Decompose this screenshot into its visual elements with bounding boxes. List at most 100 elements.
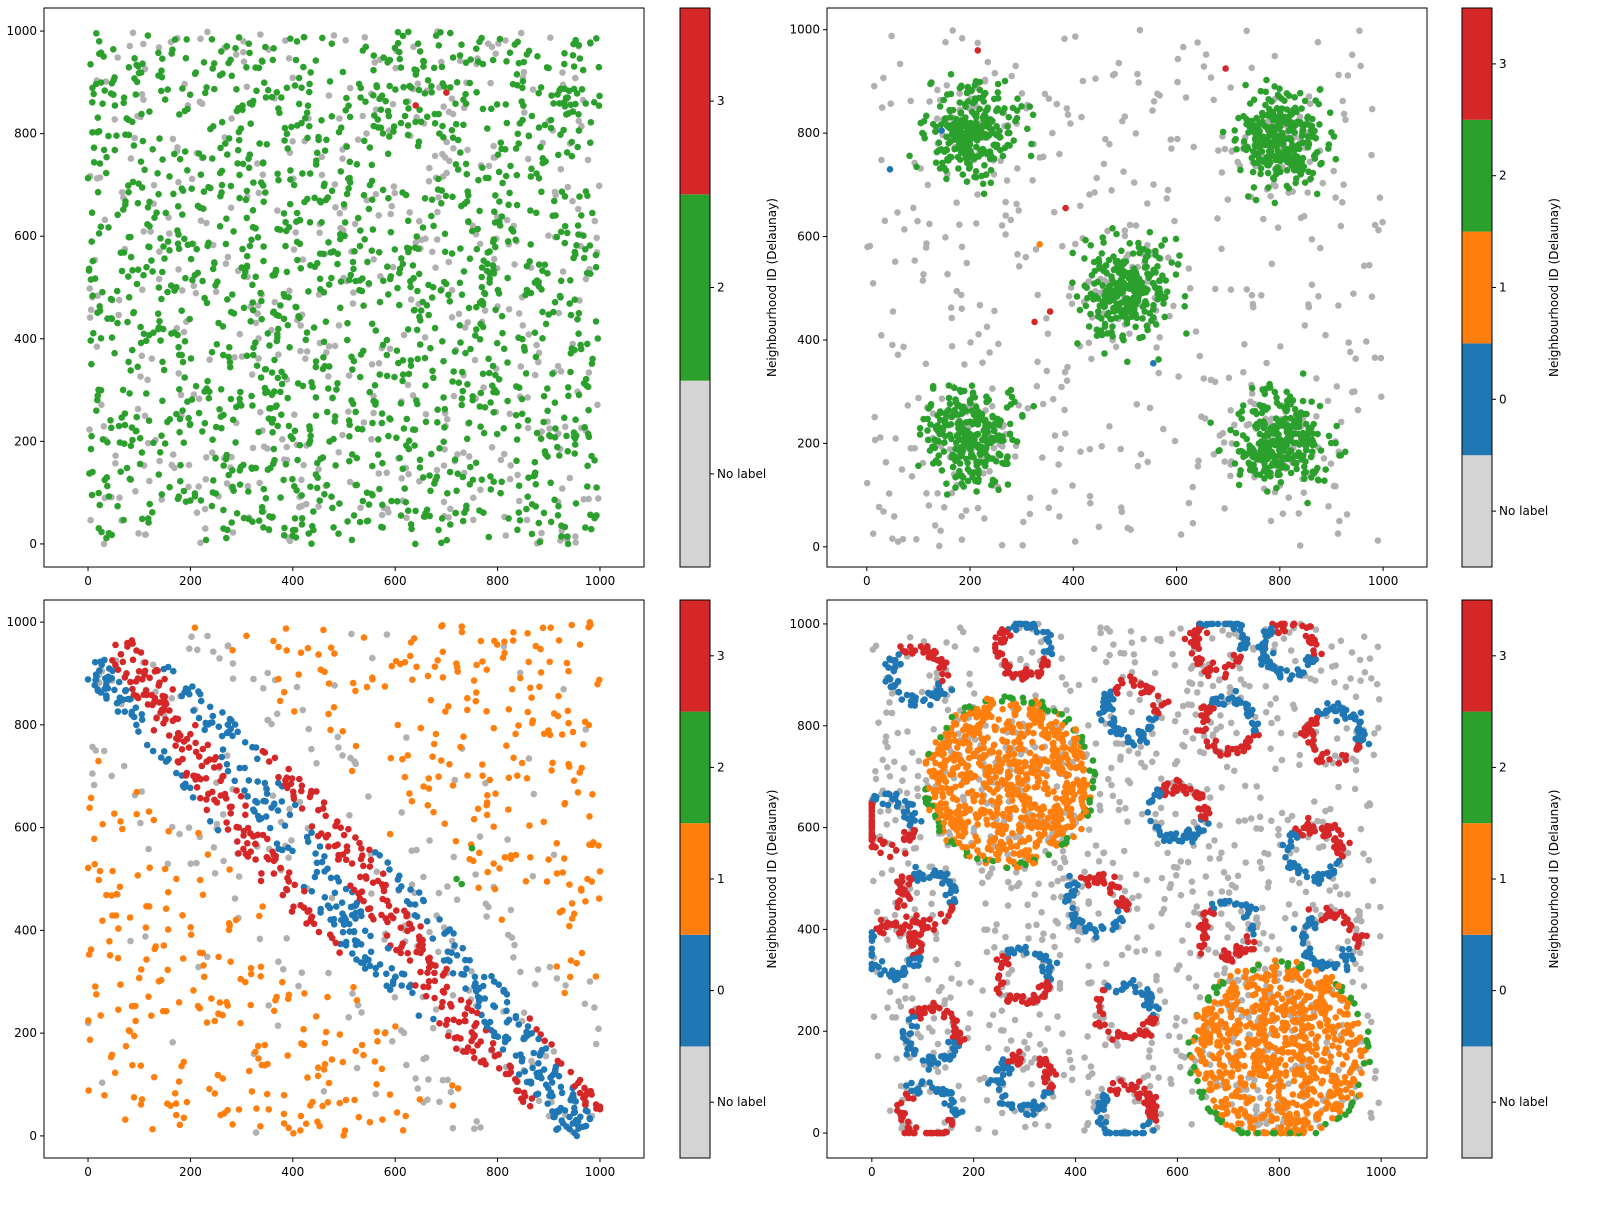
data-point: [504, 359, 511, 366]
data-point: [210, 477, 217, 484]
data-point: [383, 372, 391, 380]
data-point: [355, 1113, 363, 1121]
data-point: [1198, 413, 1205, 421]
data-point: [158, 295, 165, 303]
data-point: [514, 130, 522, 138]
data-point: [138, 110, 145, 118]
data-point: [1348, 51, 1356, 59]
data-point: [93, 30, 100, 37]
data-point: [1131, 275, 1139, 283]
data-point: [1243, 422, 1251, 429]
data-point: [93, 991, 100, 998]
data-point: [553, 975, 561, 982]
data-point: [1040, 153, 1047, 161]
data-point: [572, 74, 579, 82]
data-point: [965, 153, 973, 161]
data-point: [236, 764, 243, 772]
data-point: [527, 289, 535, 297]
data-point: [417, 724, 425, 732]
data-point: [343, 94, 350, 102]
data-point: [515, 334, 522, 342]
data-point: [346, 179, 354, 186]
data-point: [247, 120, 254, 127]
data-point: [112, 460, 119, 467]
data-point: [457, 743, 464, 751]
data-point: [956, 460, 964, 467]
data-point: [301, 198, 308, 206]
data-point: [357, 227, 364, 234]
data-point: [981, 515, 988, 522]
data-point: [232, 51, 240, 58]
data-point: [300, 1041, 308, 1049]
data-point: [420, 63, 427, 70]
data-point: [409, 426, 417, 433]
data-point: [575, 391, 583, 399]
data-point: [1249, 303, 1257, 311]
data-point: [308, 745, 315, 753]
data-point: [1294, 430, 1302, 438]
data-point: [89, 468, 96, 476]
data-point: [515, 482, 523, 490]
data-point: [535, 124, 543, 131]
data-point: [1262, 447, 1270, 455]
data-point: [474, 225, 482, 233]
data-point: [535, 519, 543, 527]
data-point: [586, 813, 593, 820]
data-point: [201, 505, 209, 513]
data-point: [452, 161, 460, 168]
data-point: [306, 170, 314, 177]
data-point: [1275, 125, 1283, 132]
data-point: [464, 706, 471, 714]
data-point: [179, 955, 187, 962]
data-point: [208, 995, 215, 1002]
data-point: [1356, 27, 1363, 35]
data-point: [159, 55, 166, 62]
data-point: [117, 981, 124, 988]
data-point: [372, 398, 379, 406]
data-point: [972, 78, 980, 85]
data-point: [503, 119, 511, 127]
data-point: [454, 470, 462, 478]
data-point: [483, 913, 490, 920]
data-point: [932, 159, 940, 166]
data-point: [1152, 269, 1159, 276]
data-point: [440, 498, 448, 506]
data-point: [129, 178, 137, 186]
data-point: [1095, 255, 1102, 263]
data-point: [290, 181, 298, 189]
data-point: [348, 630, 355, 638]
data-point: [476, 240, 484, 248]
data-point: [1257, 438, 1265, 445]
data-point: [412, 1075, 419, 1082]
data-point: [284, 145, 292, 152]
data-point: [958, 513, 965, 520]
data-point: [264, 86, 272, 94]
data-point: [373, 868, 381, 875]
data-point: [567, 277, 574, 284]
data-point: [421, 90, 429, 97]
data-point: [260, 257, 267, 265]
data-point: [1272, 165, 1279, 173]
data-point: [484, 125, 491, 132]
data-point: [293, 38, 301, 45]
data-point: [239, 106, 246, 114]
data-point: [892, 435, 899, 442]
data-point: [233, 107, 241, 115]
data-point: [238, 353, 246, 360]
data-point: [436, 1020, 443, 1027]
data-point: [127, 253, 135, 261]
data-point: [573, 242, 580, 249]
data-point: [289, 532, 297, 539]
data-point: [522, 291, 529, 299]
data-point: [1139, 303, 1147, 311]
data-point: [1272, 156, 1280, 164]
data-point: [431, 152, 439, 160]
data-point: [477, 1124, 484, 1131]
data-point: [205, 394, 213, 402]
data-point: [878, 332, 885, 339]
data-point: [998, 222, 1006, 229]
data-point: [275, 643, 282, 651]
data-point: [346, 158, 354, 166]
data-point: [1135, 244, 1143, 251]
data-point: [377, 124, 385, 132]
